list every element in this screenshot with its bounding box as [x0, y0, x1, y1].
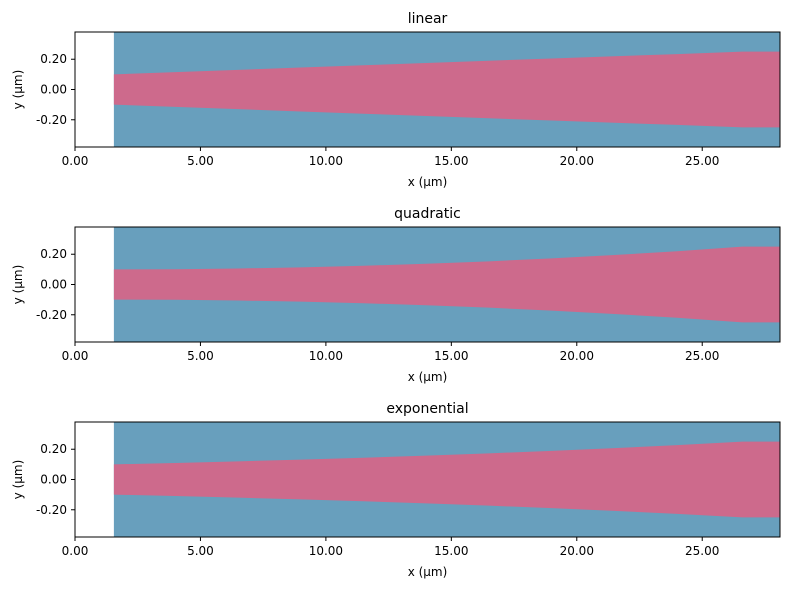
x-tick-label: 0.00: [62, 544, 89, 558]
x-tick-label: 15.00: [434, 544, 468, 558]
y-axis-label: y (µm): [11, 70, 25, 110]
core-region: [113, 246, 781, 323]
subplot-title: quadratic: [394, 206, 461, 222]
subplot-quadratic: 0.00 5.00 10.00 15.00 20.00 25.00 0.20 0.00 -0.2…: [11, 206, 781, 384]
x-tick-label: 20.00: [560, 349, 594, 363]
x-tick-label: 10.00: [309, 154, 343, 168]
x-tick-label: 5.00: [187, 154, 214, 168]
y-tick-label: 0.20: [40, 247, 67, 261]
y-axis-label: y (µm): [11, 265, 25, 305]
x-axis-label: x (µm): [408, 370, 448, 384]
x-tick-label: 15.00: [434, 154, 468, 168]
x-axis-label: x (µm): [408, 565, 448, 579]
x-tick-label: 10.00: [309, 349, 343, 363]
x-axis-label: x (µm): [408, 175, 448, 189]
subplot-title: exponential: [386, 401, 468, 417]
x-tick-label: 0.00: [62, 154, 89, 168]
y-tick-label: 0.20: [40, 442, 67, 456]
x-tick-label: 5.00: [187, 349, 214, 363]
subplot-title: linear: [408, 11, 448, 27]
x-tick-label: 0.00: [62, 349, 89, 363]
x-tick-label: 20.00: [560, 154, 594, 168]
x-tick-label: 25.00: [685, 544, 719, 558]
x-tick-label: 5.00: [187, 544, 214, 558]
y-axis-label: y (µm): [11, 460, 25, 500]
y-tick-label: -0.20: [36, 113, 67, 127]
x-tick-label: 20.00: [560, 544, 594, 558]
x-tick-label: 25.00: [685, 154, 719, 168]
core-region: [113, 441, 781, 518]
subplot-exponential: 0.00 5.00 10.00 15.00 20.00 25.00 0.20 0.00 -0.2…: [11, 401, 781, 579]
core-region: [113, 51, 781, 128]
y-tick-label: -0.20: [36, 308, 67, 322]
subplot-linear: 0.00 5.00 10.00 15.00 20.00 25.00 0.20 0.00 -0.2…: [11, 11, 781, 189]
x-tick-label: 15.00: [434, 349, 468, 363]
y-tick-label: 0.00: [40, 278, 67, 292]
y-tick-label: 0.20: [40, 52, 67, 66]
x-tick-label: 10.00: [309, 544, 343, 558]
y-tick-label: 0.00: [40, 473, 67, 487]
y-tick-label: -0.20: [36, 503, 67, 517]
x-tick-label: 25.00: [685, 349, 719, 363]
y-tick-label: 0.00: [40, 83, 67, 97]
